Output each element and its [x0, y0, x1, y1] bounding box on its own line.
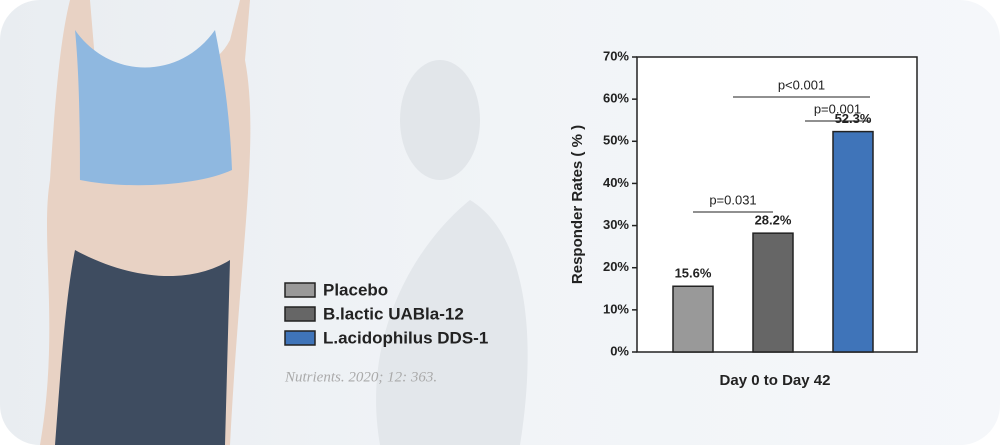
y-tick-label: 10%: [603, 301, 629, 316]
annotation: p=0.001: [814, 101, 861, 116]
legend-swatch: [284, 330, 316, 346]
annotation: p<0.001: [778, 77, 825, 92]
value-label: 52.3%: [835, 111, 872, 126]
legend-label: B.lactic UABla-12: [323, 304, 464, 323]
value-label: 15.6%: [675, 266, 712, 281]
source: Nutrients. 2020; 12: 363.: [284, 369, 437, 385]
y-tick-label: 20%: [603, 259, 629, 274]
bar: [832, 130, 874, 353]
y-tick-label: 70%: [603, 48, 629, 63]
y-tick-label: 30%: [603, 217, 629, 232]
y-tick-label: 50%: [603, 133, 629, 148]
bar: [672, 285, 714, 353]
y-tick-label: 0%: [610, 343, 629, 358]
legend-label: Placebo: [323, 280, 388, 299]
y-axis-label: Responder Rates ( % ): [569, 125, 586, 284]
leggings: [55, 250, 230, 445]
y-tick-label: 40%: [603, 175, 629, 190]
annotation: p=0.031: [709, 192, 756, 207]
sports-top: [75, 30, 232, 186]
y-tick-label: 60%: [603, 91, 629, 106]
silhouette: [376, 200, 528, 445]
legend-swatch: [284, 306, 316, 322]
legend-label: L.acidophilus DDS-1: [323, 328, 488, 347]
silhouette: [400, 60, 480, 180]
legend-swatch: [284, 282, 316, 298]
bar: [752, 232, 794, 353]
value-label: 28.2%: [755, 213, 792, 228]
x-tick-label: Day 0 to Day 42: [720, 372, 831, 389]
